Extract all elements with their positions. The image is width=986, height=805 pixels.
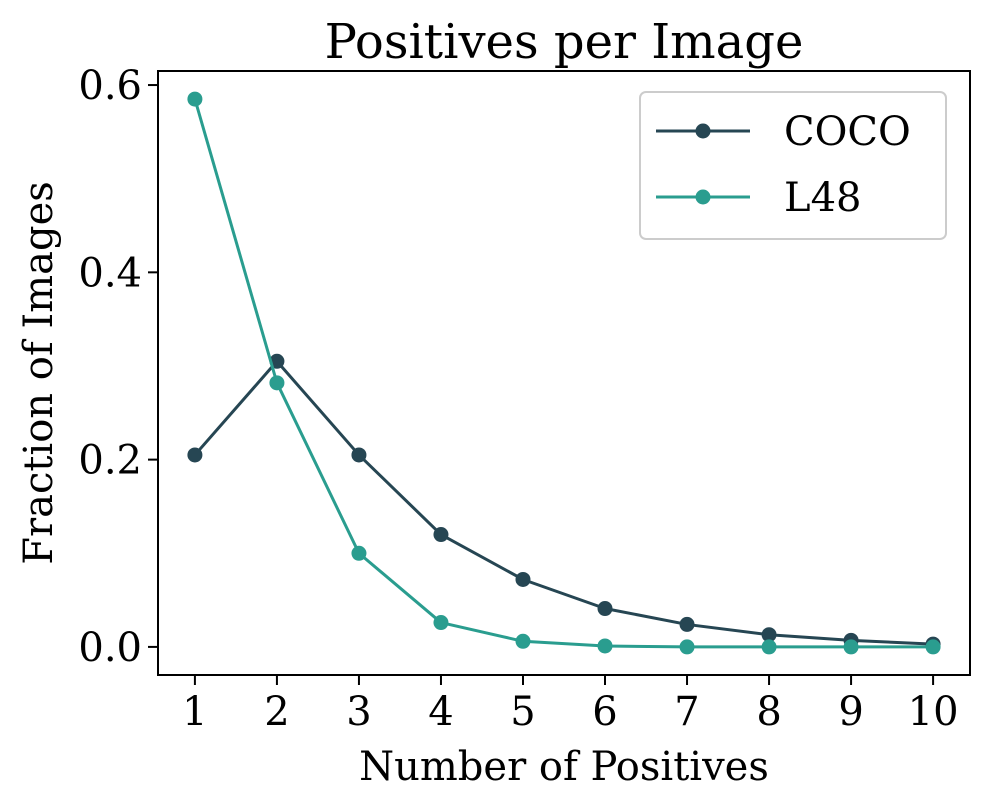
plot-area-frame: [157, 70, 971, 676]
x-tick-label: 4: [428, 689, 453, 735]
data-point-l48: [597, 638, 613, 654]
data-point-l48: [761, 639, 777, 655]
x-axis-label: Number of Positives: [359, 744, 769, 790]
series-line-l48: [193, 98, 934, 649]
data-point-l48: [187, 91, 203, 107]
x-tick-label: 6: [592, 689, 617, 735]
data-point-l48: [515, 633, 531, 649]
legend: COCO L48: [639, 91, 947, 240]
data-point-coco: [597, 601, 613, 617]
data-point-coco: [515, 571, 531, 587]
data-point-coco: [187, 447, 203, 463]
series-line-coco: [193, 359, 934, 646]
data-point-l48: [925, 639, 941, 655]
y-tick-label: 0.2: [78, 438, 142, 484]
data-point-coco: [351, 447, 367, 463]
x-tick-label: 3: [346, 689, 371, 735]
data-point-coco: [761, 627, 777, 643]
y-tick-label: 0.4: [78, 250, 142, 296]
x-tick-label: 1: [182, 689, 207, 735]
data-point-coco: [679, 616, 695, 632]
y-axis-label: Fraction of Images: [16, 181, 62, 565]
data-point-l48: [351, 545, 367, 561]
data-point-l48: [679, 639, 695, 655]
x-tick-label: 2: [264, 689, 289, 735]
x-tick-label: 7: [674, 689, 699, 735]
data-point-coco: [433, 527, 449, 543]
legend-marker-l48: [695, 189, 711, 205]
x-tick-label: 8: [756, 689, 781, 735]
legend-marker-coco: [695, 123, 711, 139]
axis-ticks: 1 2 3 4 5 6 7 8 9 10 0.0 0.2 0.4 0.6: [78, 63, 958, 735]
legend-label-coco: COCO: [784, 109, 911, 155]
x-tick-label: 5: [510, 689, 535, 735]
y-tick-label: 0.0: [78, 625, 142, 671]
legend-label-l48: L48: [784, 175, 861, 221]
x-tick-label: 9: [838, 689, 863, 735]
y-tick-label: 0.6: [78, 63, 142, 109]
plot-marks: [187, 91, 941, 655]
x-tick-label: 10: [908, 689, 959, 735]
legend-box: [639, 91, 947, 240]
chart-title: Positives per Image: [325, 14, 804, 70]
data-point-l48: [433, 615, 449, 631]
data-point-l48: [843, 639, 859, 655]
data-point-l48: [269, 375, 285, 391]
